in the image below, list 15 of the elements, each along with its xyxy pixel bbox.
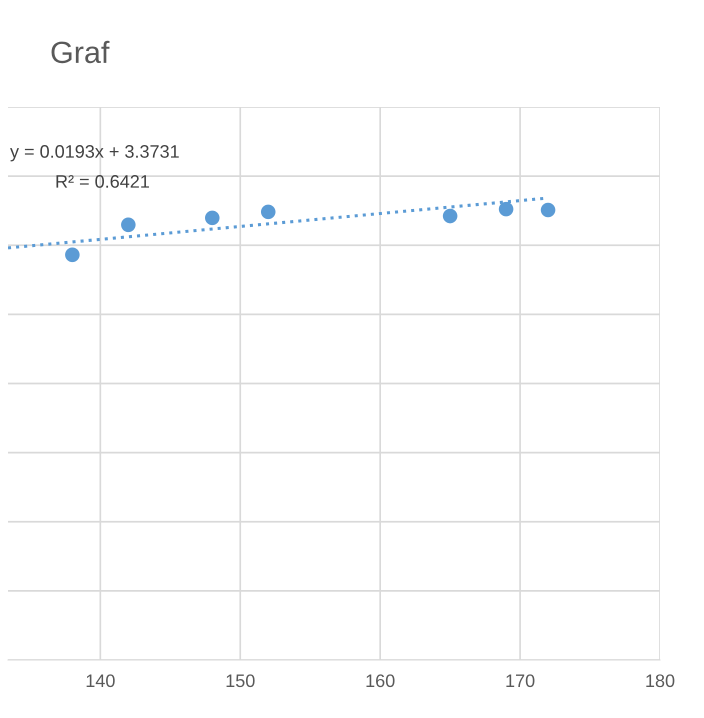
x-tick-label: 170: [506, 674, 534, 688]
point: [260, 204, 276, 220]
point: [65, 248, 80, 262]
chart-title: Graf: [52, 40, 110, 64]
point: [204, 210, 220, 226]
x-tick-label: 180: [646, 674, 674, 688]
x-tick-label: 140: [86, 674, 115, 688]
text: R² = 0.6421: [56, 175, 149, 188]
point: [498, 202, 514, 216]
text: y = 0.0193x + 3.3731: [10, 145, 179, 162]
point: [442, 208, 458, 224]
x-tick-label: 150: [226, 674, 255, 688]
point: [540, 202, 556, 218]
point: [121, 218, 136, 232]
x-tick-label: 160: [366, 674, 395, 688]
